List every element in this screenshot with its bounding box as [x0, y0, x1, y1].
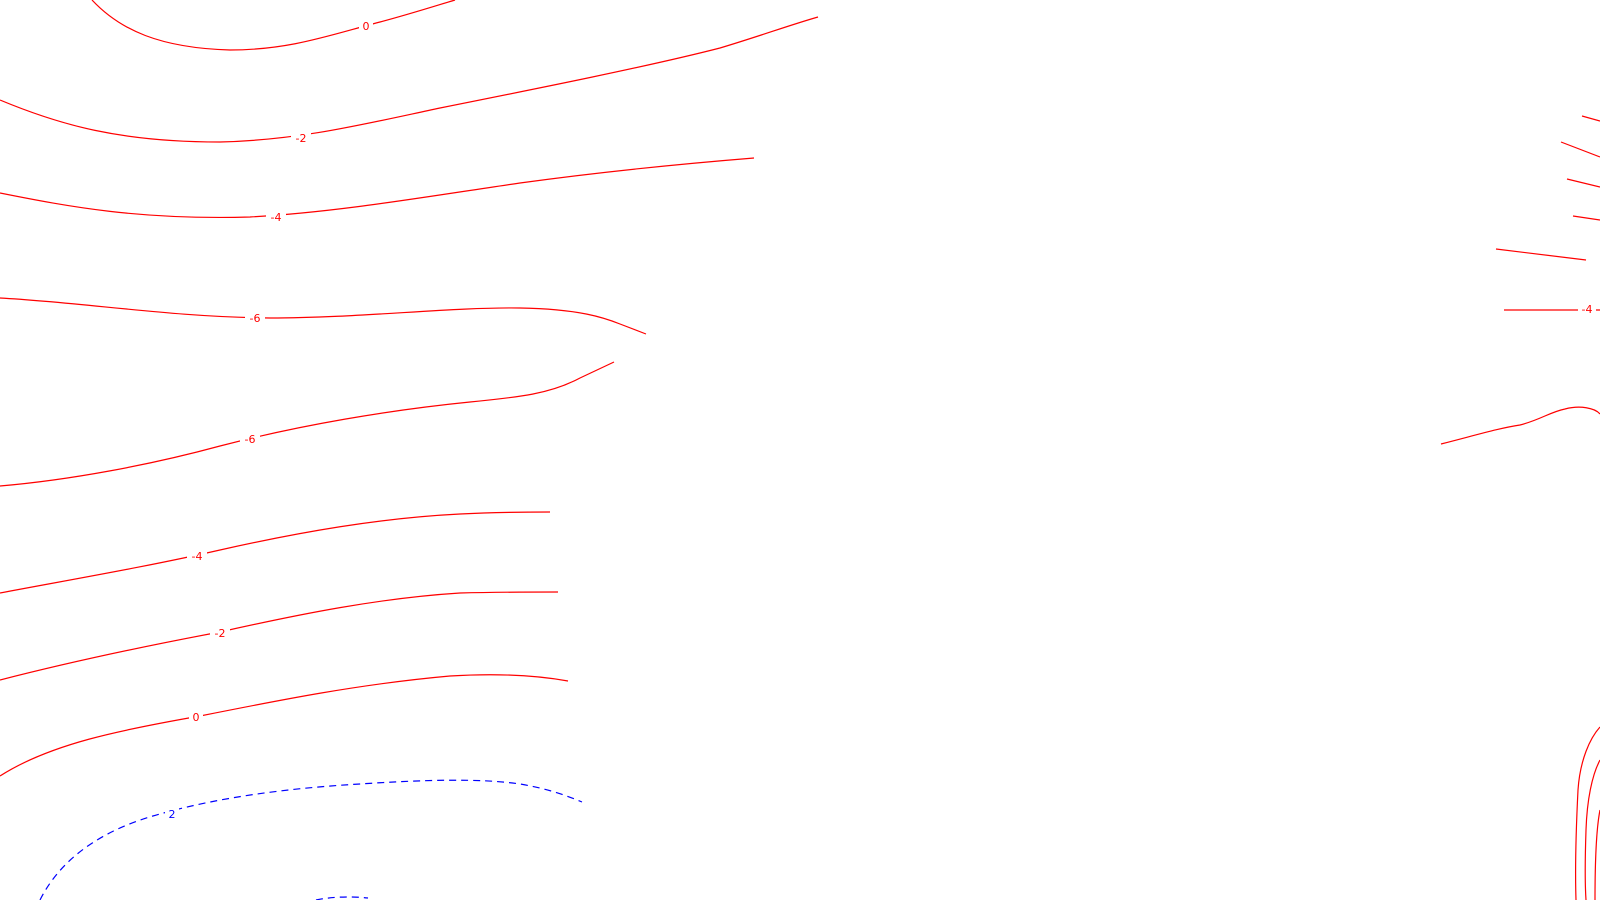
contour-line-right-1	[1581, 115, 1600, 122]
contour-line-right-2	[1560, 141, 1600, 158]
contour-line-pos-2	[39, 779, 583, 900]
contour-line-lower-neg2	[0, 591, 559, 681]
contour-label-pos-2: 2	[165, 808, 179, 822]
contour-line-lower-neg4	[0, 511, 551, 594]
contour-line-lower-0	[0, 674, 569, 777]
contour-line-right-9	[1584, 759, 1600, 900]
contour-line-right-7	[1440, 406, 1600, 445]
contour-line-upper-neg2	[0, 16, 819, 143]
contour-label-top-0: 0	[359, 20, 373, 34]
svg-text:-2: -2	[296, 132, 307, 145]
contour-line-pos-2-bottom	[315, 896, 369, 900]
contour-line-upper-neg6	[0, 297, 647, 335]
contour-line-right-10	[1594, 809, 1600, 900]
contour-line-right-8	[1575, 726, 1600, 900]
contour-line-right-3	[1566, 178, 1600, 188]
contour-label-right-neg4: -4	[1578, 303, 1596, 317]
svg-text:-4: -4	[192, 550, 203, 563]
svg-text:0: 0	[193, 711, 200, 724]
contour-label-lower-neg6: -6	[240, 433, 260, 447]
contour-label-upper-neg4: -4	[266, 211, 286, 225]
contour-line-top-0	[91, 0, 456, 51]
contour-label-upper-neg6: -6	[245, 312, 265, 326]
svg-text:-6: -6	[245, 433, 256, 446]
svg-text:-6: -6	[250, 312, 261, 325]
contour-label-lower-neg4: -4	[187, 550, 207, 564]
svg-text:2: 2	[169, 808, 176, 821]
contour-label-lower-0: 0	[189, 711, 203, 725]
contour-line-right-5	[1495, 248, 1587, 261]
contour-label-upper-neg2: -2	[291, 132, 311, 146]
svg-text:0: 0	[363, 20, 370, 33]
contour-line-upper-neg4	[0, 157, 755, 219]
contour-label-lower-neg2: -2	[210, 627, 230, 641]
contour-line-right-4	[1572, 215, 1600, 221]
svg-text:-4: -4	[1582, 303, 1593, 316]
svg-text:-2: -2	[215, 627, 226, 640]
contour-line-lower-neg6	[0, 361, 615, 487]
svg-text:-4: -4	[271, 211, 282, 224]
